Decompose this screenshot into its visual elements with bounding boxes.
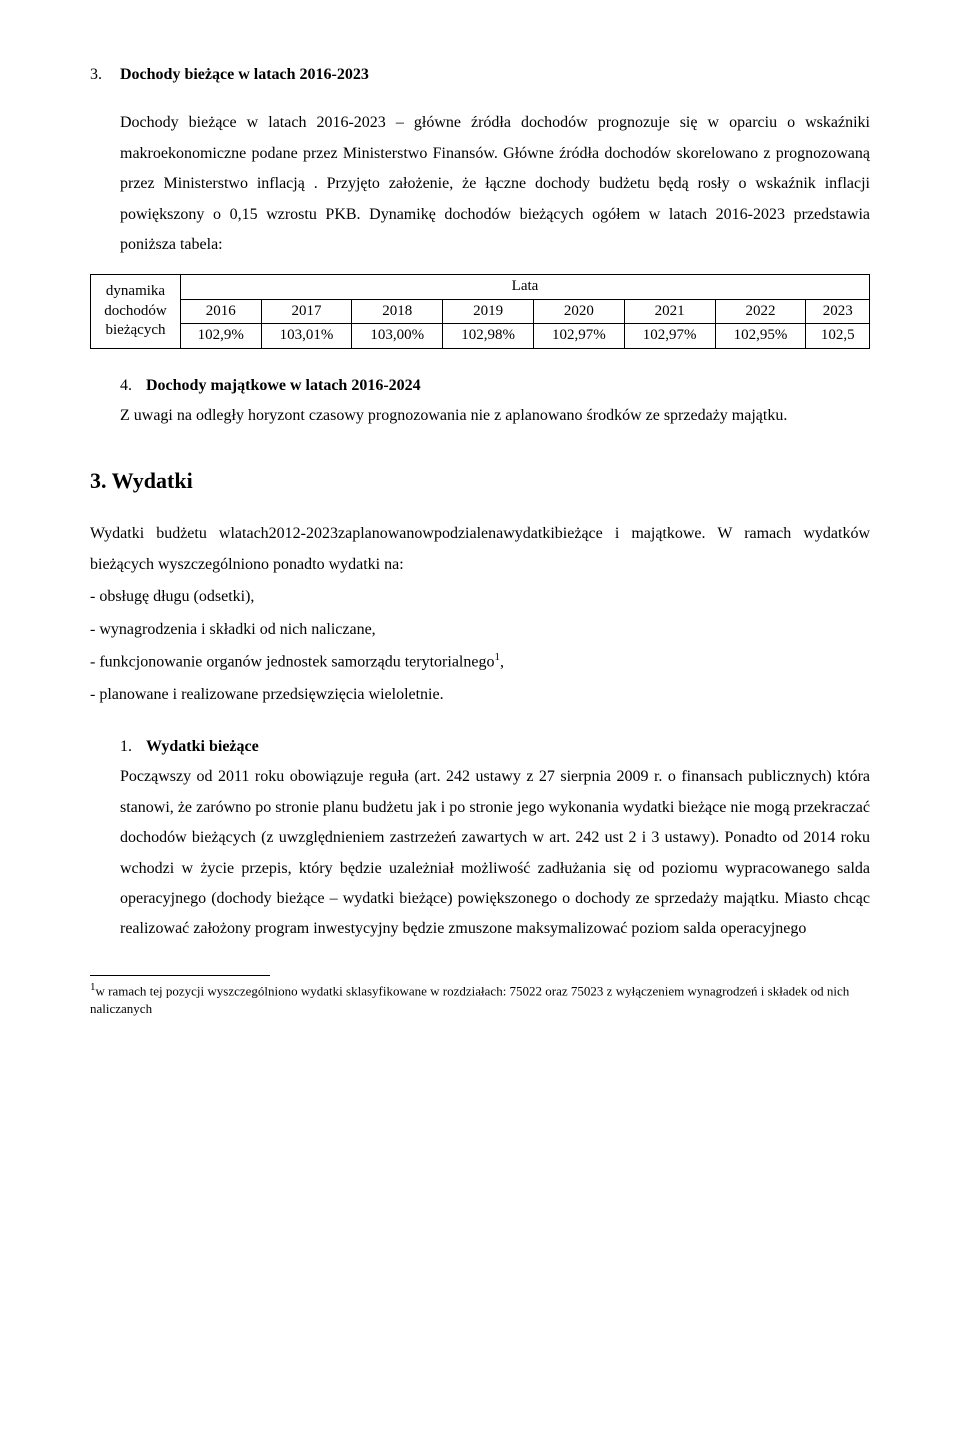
footnote: 1w ramach tej pozycji wyszczególniono wy… xyxy=(90,980,870,1017)
table-lata-header: Lata xyxy=(181,275,870,300)
wydatki-intro: Wydatki budżetu wlatach2012-2023zaplanow… xyxy=(90,519,870,580)
table-value-cell: 103,01% xyxy=(261,324,352,349)
table-row: 102,9% 103,01% 103,00% 102,98% 102,97% 1… xyxy=(91,324,870,349)
dash-item: - planowane i realizowane przedsięwzięci… xyxy=(90,680,870,710)
table-year-cell: 2023 xyxy=(806,299,870,324)
dynamics-table: dynamika dochodów bieżących Lata 2016 20… xyxy=(90,274,870,349)
section-4-paragraph: Z uwagi na odległy horyzont czasowy prog… xyxy=(120,401,870,431)
dash-item: - obsługę długu (odsetki), xyxy=(90,582,870,612)
dash-item: - funkcjonowanie organów jednostek samor… xyxy=(90,647,870,678)
section-4-title: Dochody majątkowe w latach 2016-2024 xyxy=(146,377,421,394)
table-value-cell: 102,9% xyxy=(181,324,262,349)
table-row: 2016 2017 2018 2019 2020 2021 2022 2023 xyxy=(91,299,870,324)
table-year-cell: 2016 xyxy=(181,299,262,324)
section-4-body: Z uwagi na odległy horyzont czasowy prog… xyxy=(120,401,870,431)
table-rowhead: dynamika dochodów bieżących xyxy=(91,275,181,349)
table-row: dynamika dochodów bieżących Lata xyxy=(91,275,870,300)
section-3-title: Dochody bieżące w latach 2016-2023 xyxy=(120,66,369,83)
section-3-heading: 3. Dochody bieżące w latach 2016-2023 xyxy=(90,60,870,90)
section-4-heading: 4. Dochody majątkowe w latach 2016-2024 xyxy=(120,371,870,401)
table-value-cell: 102,97% xyxy=(533,324,624,349)
dash-item-text: - funkcjonowanie organów jednostek samor… xyxy=(90,653,494,670)
table-year-cell: 2022 xyxy=(715,299,806,324)
sub1-num: 1. xyxy=(120,732,142,762)
sub1-body: Począwszy od 2011 roku obowiązuje reguła… xyxy=(120,762,870,944)
dash-item-after: , xyxy=(500,653,504,670)
table-value-cell: 102,5 xyxy=(806,324,870,349)
dash-item: - wynagrodzenia i składki od nich nalicz… xyxy=(90,615,870,645)
footnote-text: w ramach tej pozycji wyszczególniono wyd… xyxy=(90,983,849,1016)
sub1-title: Wydatki bieżące xyxy=(146,738,259,755)
section-3-body: Dochody bieżące w latach 2016-2023 – głó… xyxy=(120,108,870,260)
section-4-num: 4. xyxy=(120,371,142,401)
sub1-paragraph: Począwszy od 2011 roku obowiązuje reguła… xyxy=(120,762,870,944)
sub1-heading: 1. Wydatki bieżące xyxy=(120,732,870,762)
section-3-paragraph: Dochody bieżące w latach 2016-2023 – głó… xyxy=(120,108,870,260)
table-year-cell: 2017 xyxy=(261,299,352,324)
table-year-cell: 2020 xyxy=(533,299,624,324)
wydatki-heading: 3. Wydatki xyxy=(90,460,870,502)
table-year-cell: 2021 xyxy=(624,299,715,324)
table-year-cell: 2018 xyxy=(352,299,443,324)
table-value-cell: 102,97% xyxy=(624,324,715,349)
section-3-num: 3. xyxy=(90,60,116,90)
table-value-cell: 102,95% xyxy=(715,324,806,349)
table-value-cell: 103,00% xyxy=(352,324,443,349)
table-year-cell: 2019 xyxy=(443,299,534,324)
table-value-cell: 102,98% xyxy=(443,324,534,349)
footnote-separator xyxy=(90,975,270,976)
